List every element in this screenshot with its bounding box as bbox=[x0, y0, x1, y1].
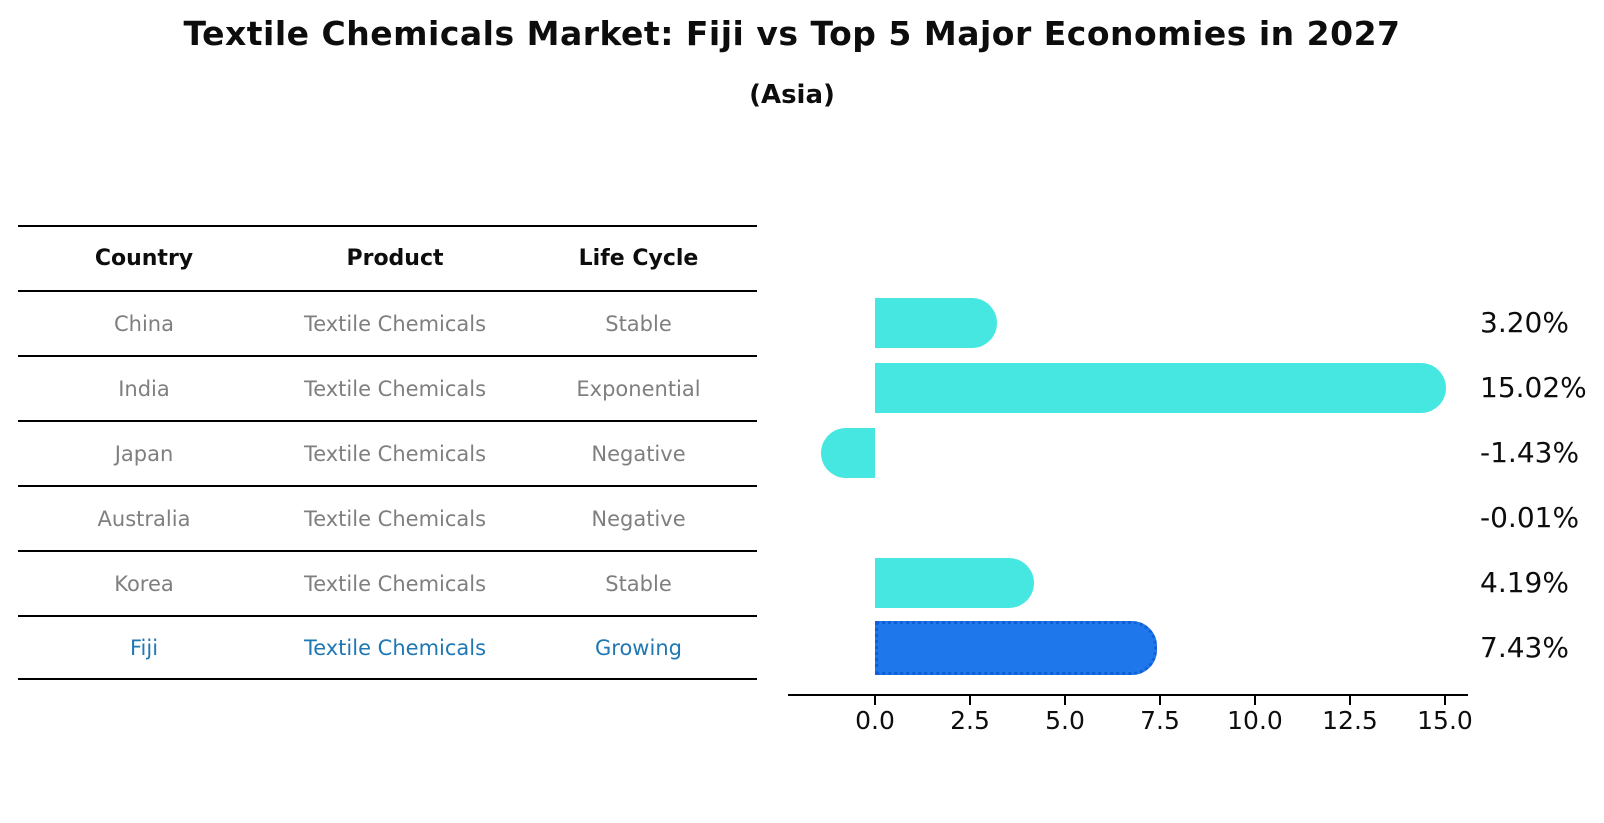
table-row: China Textile Chemicals Stable bbox=[18, 290, 757, 355]
x-axis-tick bbox=[1349, 696, 1351, 705]
cell-product: Textile Chemicals bbox=[303, 311, 487, 336]
cell-product: Textile Chemicals bbox=[303, 506, 487, 531]
bar-china bbox=[875, 297, 997, 348]
bar-india bbox=[875, 362, 1446, 413]
value-label-fiji: 7.43% bbox=[1480, 630, 1569, 664]
value-label-japan: -1.43% bbox=[1480, 435, 1580, 469]
table-row: India Textile Chemicals Exponential bbox=[18, 355, 757, 420]
x-axis-tick-label: 10.0 bbox=[1227, 706, 1283, 735]
col-header-life-cycle: Life Cycle bbox=[578, 246, 699, 271]
x-axis-tick bbox=[1064, 696, 1066, 705]
value-label-china: 3.20% bbox=[1480, 305, 1569, 339]
cell-product: Textile Chemicals bbox=[303, 571, 487, 596]
table-header-row: Country Product Life Cycle bbox=[18, 225, 757, 290]
value-label-india: 15.02% bbox=[1480, 370, 1587, 404]
cell-country: China bbox=[114, 311, 174, 336]
x-axis-tick-label: 0.0 bbox=[855, 706, 895, 735]
x-axis-tick-label: 2.5 bbox=[950, 706, 990, 735]
x-axis-tick-label: 12.5 bbox=[1322, 706, 1378, 735]
x-axis-line bbox=[788, 694, 1468, 696]
chart-subtitle: (Asia) bbox=[749, 80, 835, 110]
bar-korea bbox=[875, 557, 1035, 608]
cell-country: Fiji bbox=[129, 635, 159, 660]
bar-fiji bbox=[875, 620, 1158, 675]
cell-life_cycle: Exponential bbox=[576, 376, 701, 401]
cell-country: Australia bbox=[97, 506, 191, 531]
cell-country: India bbox=[118, 376, 170, 401]
x-axis-tick-label: 15.0 bbox=[1417, 706, 1473, 735]
cell-country: Japan bbox=[114, 441, 174, 466]
table-row: Japan Textile Chemicals Negative bbox=[18, 420, 757, 485]
cell-life_cycle: Stable bbox=[605, 311, 672, 336]
table-row: Fiji Textile Chemicals Growing bbox=[18, 615, 757, 680]
x-axis-tick bbox=[1159, 696, 1161, 705]
cell-life_cycle: Growing bbox=[595, 635, 682, 660]
x-axis-tick-label: 7.5 bbox=[1140, 706, 1180, 735]
cell-life_cycle: Stable bbox=[605, 571, 672, 596]
x-axis-tick bbox=[874, 696, 876, 705]
cell-product: Textile Chemicals bbox=[303, 441, 487, 466]
cell-life_cycle: Negative bbox=[591, 506, 686, 531]
cell-product: Textile Chemicals bbox=[303, 635, 487, 660]
x-axis-tick-label: 5.0 bbox=[1045, 706, 1085, 735]
col-header-product: Product bbox=[346, 246, 444, 271]
value-label-australia: -0.01% bbox=[1480, 500, 1580, 534]
col-header-country: Country bbox=[94, 246, 194, 271]
bar-japan bbox=[820, 427, 875, 478]
chart-title: Textile Chemicals Market: Fiji vs Top 5 … bbox=[183, 14, 1401, 53]
cell-country: Korea bbox=[114, 571, 174, 596]
cell-life_cycle: Negative bbox=[591, 441, 686, 466]
x-axis-tick bbox=[1254, 696, 1256, 705]
country-table: Country Product Life Cycle China Textile Che… bbox=[18, 225, 757, 680]
value-label-korea: 4.19% bbox=[1480, 565, 1569, 599]
x-axis-tick bbox=[1444, 696, 1446, 705]
table-row: Korea Textile Chemicals Stable bbox=[18, 550, 757, 615]
x-axis-tick bbox=[969, 696, 971, 705]
cell-product: Textile Chemicals bbox=[303, 376, 487, 401]
table-row: Australia Textile Chemicals Negative bbox=[18, 485, 757, 550]
